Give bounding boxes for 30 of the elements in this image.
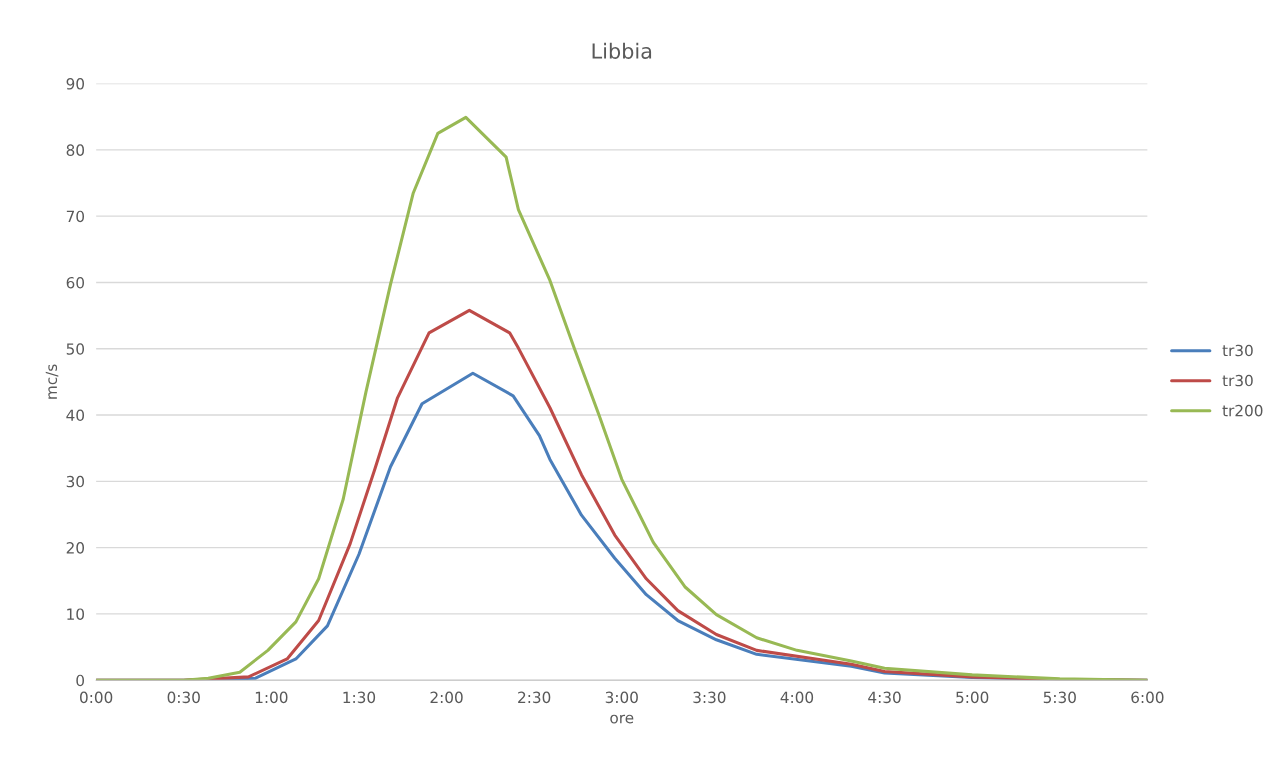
x-tick-label: 4:30 (868, 691, 901, 704)
x-tick-label: 0:30 (167, 691, 200, 704)
y-tick-label: 0 (76, 674, 85, 687)
x-tick-label: 3:30 (693, 691, 726, 704)
x-tick-label: 2:30 (518, 691, 551, 704)
y-tick-label: 40 (66, 409, 85, 422)
x-tick-label: 4:00 (780, 691, 814, 704)
x-tick-label: 5:30 (1043, 691, 1076, 704)
x-tick-label: 2:00 (430, 691, 463, 704)
y-tick-label: 60 (66, 276, 85, 289)
y-tick-label: 90 (66, 78, 85, 90)
y-tick-label: 10 (67, 608, 85, 620)
x-tick-label: 1:00 (255, 691, 288, 704)
x-tick-label: 1:30 (343, 691, 376, 704)
x-tick-label: 6:00 (1131, 691, 1164, 704)
legend-label: tr30 (1222, 374, 1253, 387)
x-axis-title: ore (610, 714, 634, 724)
y-axis-title: mc/s (45, 364, 59, 399)
legend-label: tr30 (1222, 344, 1253, 357)
y-tick-label: 20 (66, 542, 85, 554)
y-tick-label: 50 (66, 343, 85, 355)
line-series (96, 115, 1148, 681)
x-tick-label: 3:00 (605, 691, 638, 704)
y-tick-label: 30 (66, 475, 85, 488)
x-tick-label: 0:00 (80, 691, 113, 704)
chart-title: Libbia (592, 42, 652, 59)
x-tick-label: 5:00 (956, 691, 989, 704)
y-tick-label: 70 (66, 210, 85, 223)
y-tick-label: 80 (66, 144, 85, 156)
legend-label: tr200 (1222, 404, 1263, 417)
